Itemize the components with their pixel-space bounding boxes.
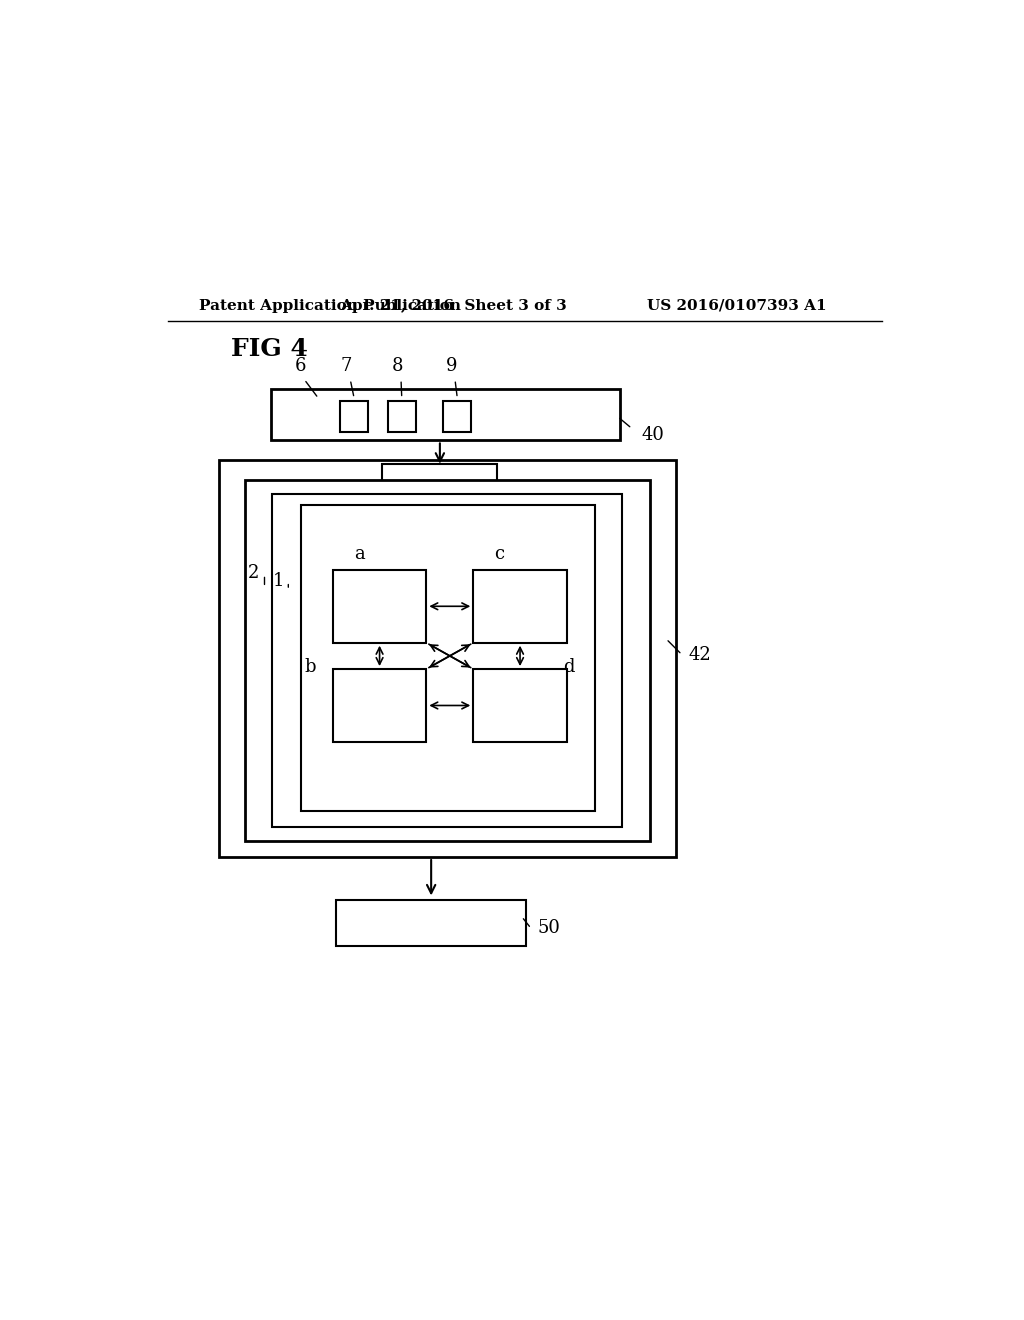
Text: Apr. 21, 2016  Sheet 3 of 3: Apr. 21, 2016 Sheet 3 of 3 (340, 298, 566, 313)
FancyBboxPatch shape (473, 570, 567, 643)
FancyBboxPatch shape (340, 401, 368, 433)
FancyBboxPatch shape (272, 494, 622, 826)
Text: 41: 41 (509, 503, 531, 521)
Text: 7: 7 (341, 356, 352, 375)
Text: Patent Application Publication: Patent Application Publication (200, 298, 462, 313)
Text: 9: 9 (445, 356, 457, 375)
FancyBboxPatch shape (270, 389, 620, 441)
FancyBboxPatch shape (382, 465, 497, 548)
FancyBboxPatch shape (336, 900, 526, 946)
Text: c: c (495, 545, 505, 564)
Text: 50: 50 (538, 920, 560, 937)
FancyBboxPatch shape (443, 401, 471, 433)
Text: 6: 6 (295, 356, 306, 375)
Text: FIG 4: FIG 4 (231, 337, 308, 362)
FancyBboxPatch shape (333, 669, 426, 742)
FancyBboxPatch shape (301, 506, 595, 810)
Text: 8: 8 (391, 356, 403, 375)
Text: d: d (563, 657, 574, 676)
Text: 1: 1 (273, 572, 285, 590)
FancyBboxPatch shape (388, 401, 416, 433)
Text: 2: 2 (248, 564, 259, 582)
Text: US 2016/0107393 A1: US 2016/0107393 A1 (647, 298, 826, 313)
Text: a: a (354, 545, 366, 564)
FancyBboxPatch shape (246, 480, 650, 841)
Text: b: b (305, 657, 316, 676)
FancyBboxPatch shape (333, 570, 426, 643)
FancyBboxPatch shape (473, 669, 567, 742)
FancyBboxPatch shape (219, 461, 676, 857)
Text: 42: 42 (688, 645, 711, 664)
Text: 40: 40 (641, 426, 665, 444)
